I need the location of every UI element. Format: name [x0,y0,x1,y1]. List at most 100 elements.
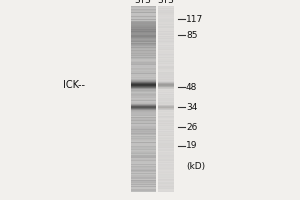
Bar [130,90,156,91]
Bar [130,64,156,65]
Bar [130,25,156,26]
Bar [158,140,174,141]
Bar [130,31,156,32]
Bar [130,127,156,128]
Bar [130,34,156,35]
Bar [158,119,174,120]
Bar [130,137,156,138]
Bar [158,10,174,11]
Bar [130,19,156,20]
Bar [158,73,174,74]
Text: 19: 19 [186,142,197,150]
Bar [158,126,174,127]
Bar [130,101,156,102]
Bar [130,121,156,122]
Bar [130,153,156,154]
Bar [158,89,174,90]
Bar [158,39,174,40]
Bar [130,63,156,64]
Bar [158,168,174,169]
Bar [130,10,156,11]
Bar [158,152,174,153]
Bar [158,66,174,67]
Bar [158,96,174,97]
Bar [130,88,156,89]
Bar [130,81,156,82]
Bar [158,32,174,33]
Bar [130,175,156,176]
Bar [130,163,156,164]
Bar [130,26,156,27]
Bar [158,24,174,25]
Bar [130,74,156,75]
Bar [158,15,174,16]
Bar [158,29,174,30]
Bar [130,28,156,29]
Bar [130,20,156,21]
Bar [158,17,174,18]
Text: 85: 85 [186,30,197,40]
Bar [130,61,156,62]
Bar [130,156,156,157]
Bar [158,125,174,126]
Bar [158,50,174,51]
Bar [130,79,156,80]
Bar [130,8,156,9]
Bar [158,25,174,26]
Bar [130,151,156,152]
Bar [130,7,156,8]
Bar [158,43,174,44]
Bar [130,80,156,81]
Bar [158,80,174,81]
Bar [130,24,156,25]
Bar [130,161,156,162]
Bar [130,33,156,34]
Bar [158,171,174,172]
Text: 48: 48 [186,83,197,92]
Bar [158,116,174,117]
Bar [158,157,174,158]
Bar [130,178,156,179]
Bar [158,79,174,80]
Bar [158,40,174,41]
Bar [130,186,156,187]
Bar [130,119,156,120]
Bar [130,130,156,131]
Bar [130,9,156,10]
Bar [158,58,174,59]
Bar [158,31,174,32]
Bar [158,122,174,123]
Bar [130,27,156,28]
Bar [158,62,174,63]
Bar [130,21,156,22]
Bar [130,40,156,41]
Bar [130,141,156,142]
Bar [158,6,174,7]
Bar [130,35,156,36]
Bar [158,28,174,29]
Bar [158,44,174,45]
Bar [158,21,174,23]
Bar [130,88,156,89]
Bar [130,21,156,23]
Bar [130,182,156,183]
Bar [130,174,156,175]
Bar [158,191,174,192]
Bar [130,42,156,43]
Bar [130,165,156,166]
Bar [130,168,156,169]
Bar [158,13,174,14]
Bar [130,84,156,85]
Bar [158,159,174,160]
Bar [130,59,156,60]
Bar [130,46,156,47]
Bar [130,23,156,24]
Bar [130,116,156,117]
Bar [130,76,156,77]
Bar [130,112,156,113]
Bar [158,100,174,101]
Bar [158,155,174,156]
Bar [130,143,156,144]
Bar [158,56,174,57]
Text: 3T3: 3T3 [134,0,151,5]
